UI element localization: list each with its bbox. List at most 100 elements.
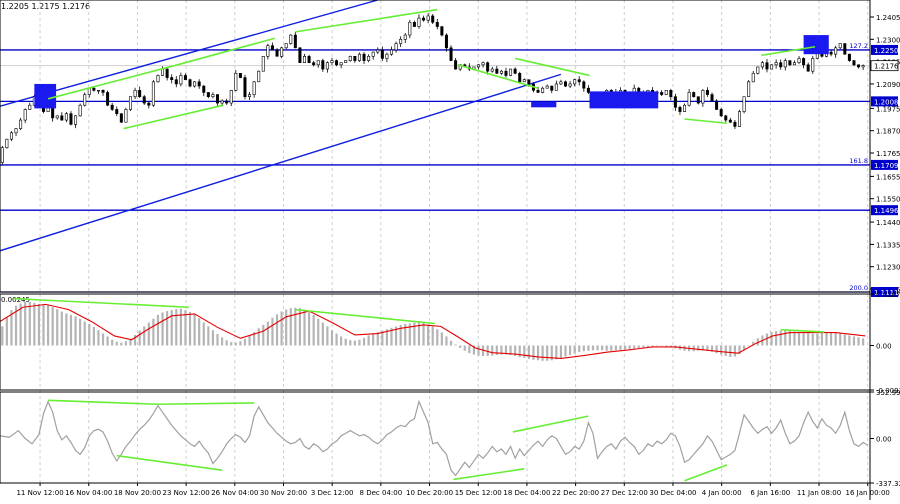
quote-header: 1.2205 1.2175 1.2176 [1,2,90,11]
candle-body [797,58,801,63]
candle-body [490,68,494,72]
candle-body [101,90,105,93]
candle-body [307,56,311,63]
candle-body [481,62,485,66]
candle-body [348,56,352,61]
price-trend-line [295,8,438,33]
candle-body [170,77,174,80]
candle-body [701,90,705,104]
macd-trend-line [295,308,436,325]
cci-tick-label: 0.00 [876,436,892,444]
candle-body [779,62,783,68]
x-tick-label: 10 Dec 20:00 [406,489,453,497]
price-level-label: 1.1111 [874,289,899,297]
candle-body [509,68,513,76]
candle-body [788,60,792,66]
cci-trend-line [157,402,255,406]
fib-level-label: 161.8 [849,157,868,165]
candle-body [183,75,187,80]
candle-body [435,22,439,27]
price-level-label: 1.2250 [874,47,899,55]
candle-body [536,90,540,93]
macd-corner-label: 0.00245 [1,296,30,304]
candle-body [316,60,320,66]
cci-trend-line [684,464,728,482]
candle-body [28,104,32,110]
candle-body [129,96,133,110]
macd-signal-line [0,303,866,359]
candle-body [476,64,480,68]
candle-body [403,34,407,40]
candle-body [206,92,210,97]
candle-body [545,85,549,89]
x-tick-label: 23 Nov 12:00 [163,489,210,497]
price-trend-line [761,45,816,57]
price-trend-line [457,64,539,89]
x-tick-label: 27 Dec 12:00 [601,489,648,497]
candle-body [683,104,687,112]
candle-body [426,15,430,21]
candle-body [499,70,503,74]
macd-panel: 0.00245 [0,296,866,361]
price-tick-label: 1.1440 [876,219,900,227]
candle-body [563,81,567,87]
candle-body [806,64,810,72]
candle-body [69,113,73,125]
candle-body [174,79,178,85]
candle-body [389,49,393,55]
candle-body [275,49,279,57]
candle-body [380,49,384,59]
candle-body [412,22,416,27]
candle-body [568,83,572,87]
candle-body [518,73,522,83]
x-tick-label: 18 Nov 20:00 [114,489,161,497]
candle-body [225,100,229,104]
candle-body [147,102,151,106]
candle-body [270,45,274,51]
candle-body [83,94,87,106]
price-trend-line [47,64,178,100]
candle-body [728,119,732,123]
candle-body [431,15,435,23]
candle-body [486,62,490,72]
price-tick-label: 1.1870 [876,128,900,136]
candle-body [834,47,838,55]
x-tick-label: 15 Dec 12:00 [455,489,502,497]
x-tick-label: 11 Nov 12:00 [16,489,63,497]
candle-body [96,90,100,92]
candle-body [229,90,233,104]
macd-tick-label: -0.00931 [876,387,900,395]
candle-body [444,34,448,49]
candle-body [197,81,201,87]
price-tick-label: 1.1335 [876,241,900,249]
candle-body [550,85,554,91]
price-trend-line [177,37,275,66]
price-tick-label: 1.1765 [876,150,900,158]
price-tick-label: 1.1655 [876,173,900,181]
price-level-box [871,287,898,297]
candle-body [55,115,59,119]
price-zone-box [34,83,57,109]
candle-body [60,115,64,121]
candle-body [106,92,110,106]
candle-body [847,53,851,61]
candle-body [705,90,709,95]
candle-body [161,68,165,76]
cci-line [0,399,869,477]
candle-body [335,60,339,66]
candle-body [843,43,847,55]
candle-body [513,68,517,74]
candle-body [504,70,508,76]
candle-body [765,62,769,70]
price-trend-line [514,57,590,77]
candle-body [742,96,746,112]
candle-body [367,56,371,61]
candle-body [330,60,334,63]
candle-body [715,100,719,110]
fib-level-label: 200.0 [849,284,868,292]
candle-body [115,109,119,114]
candle-body [692,92,696,97]
x-tick-label: 11 Jan 08:00 [797,489,841,497]
